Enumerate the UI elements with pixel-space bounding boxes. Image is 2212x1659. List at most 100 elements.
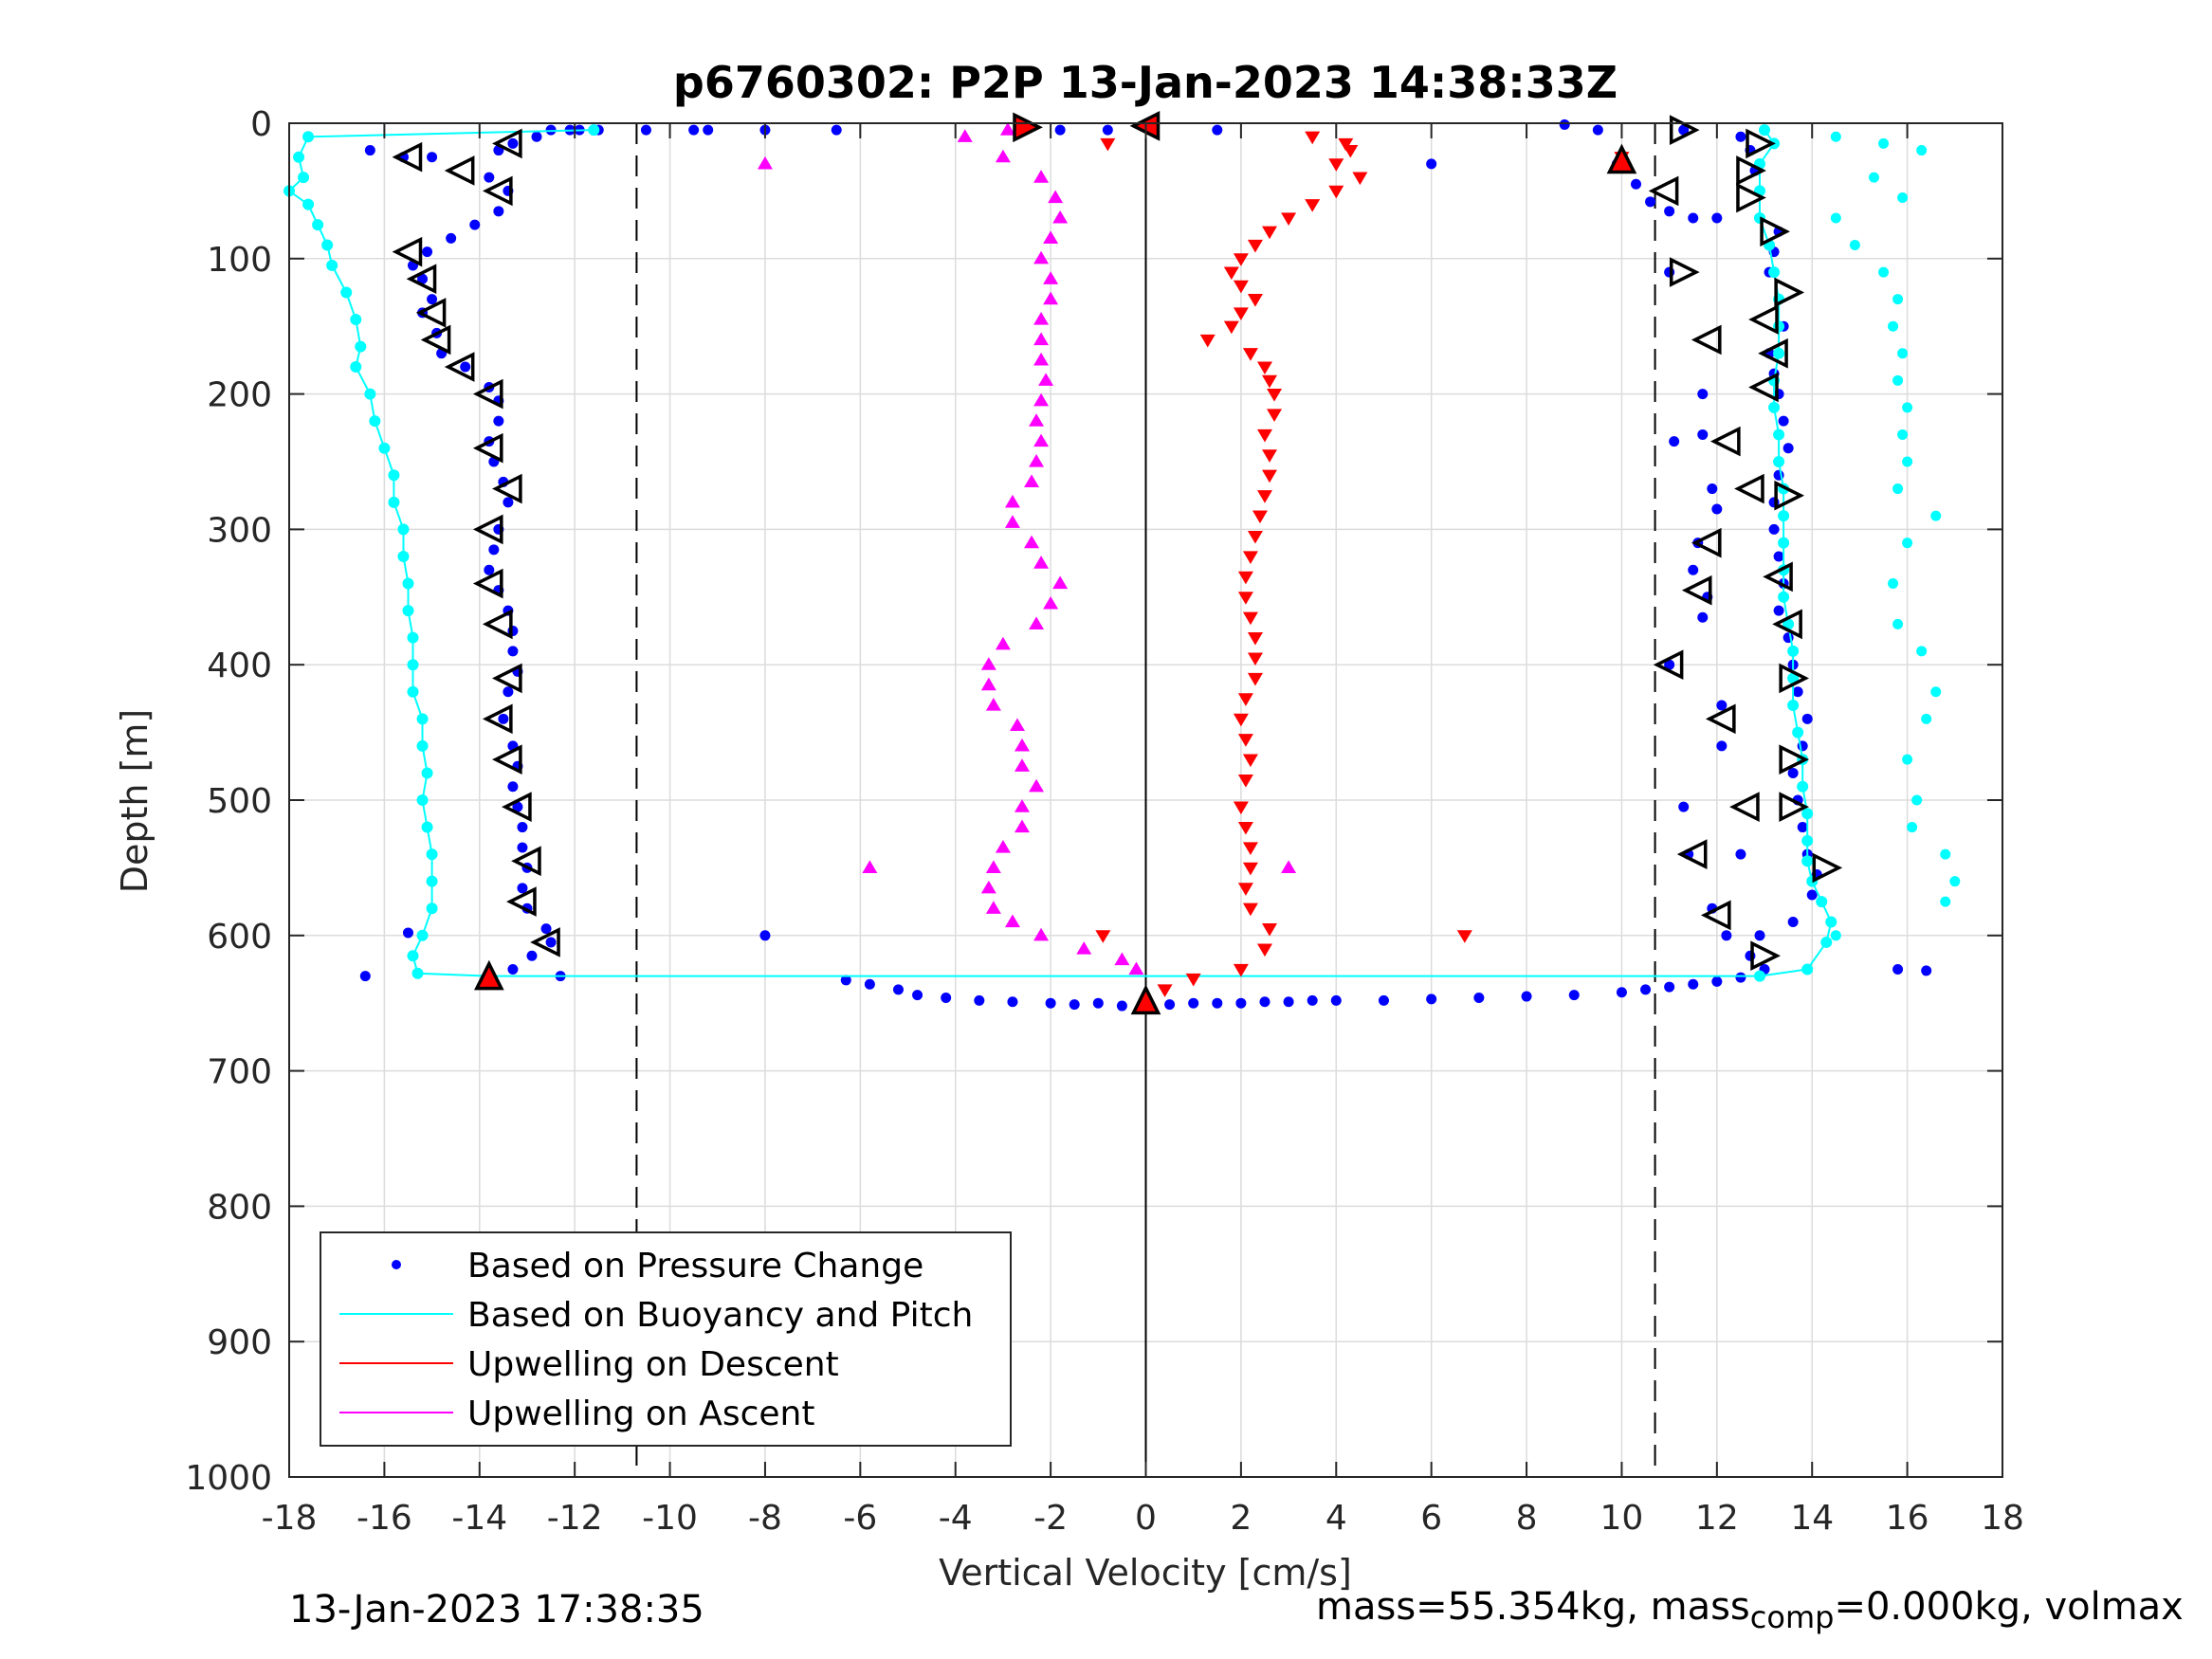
- data-point: [1267, 409, 1283, 423]
- data-point: [1256, 361, 1272, 375]
- turn-marker: [420, 324, 451, 356]
- turn-marker: [506, 886, 537, 917]
- turn-marker: [491, 744, 522, 775]
- data-point: [1830, 212, 1841, 224]
- data-point: [1897, 348, 1909, 359]
- data-point: [1033, 352, 1050, 366]
- data-point: [1768, 266, 1781, 279]
- data-point: [1916, 646, 1928, 657]
- data-point: [1095, 930, 1111, 943]
- turn-marker: [1709, 426, 1741, 457]
- footer-timestamp: 13-Jan-2023 17:38:35: [289, 1588, 704, 1632]
- data-point: [397, 523, 410, 536]
- turn-marker: [530, 927, 560, 957]
- x-tick-label: 8: [1516, 1499, 1538, 1538]
- turn-marker: [1648, 175, 1679, 207]
- data-point: [862, 860, 878, 873]
- data-point: [1247, 672, 1263, 686]
- turn-marker: [1669, 257, 1700, 287]
- data-point: [1043, 271, 1059, 284]
- data-point: [1711, 212, 1723, 224]
- data-point: [1242, 611, 1258, 626]
- x-tick-label: 2: [1230, 1499, 1252, 1538]
- data-point: [1116, 1000, 1127, 1012]
- turn-marker: [473, 959, 504, 991]
- data-point: [1778, 591, 1790, 603]
- turn-marker: [1606, 143, 1637, 174]
- turn-marker: [502, 792, 532, 822]
- data-point: [369, 415, 381, 428]
- data-point: [1305, 199, 1321, 212]
- data-point: [1697, 611, 1709, 623]
- data-point: [1048, 190, 1064, 204]
- data-point: [1773, 347, 1785, 359]
- data-point: [1305, 131, 1321, 145]
- turn-marker: [444, 352, 475, 382]
- data-point: [1223, 266, 1239, 281]
- data-point: [1940, 848, 1951, 860]
- data-point: [416, 794, 429, 806]
- data-point: [1792, 726, 1804, 738]
- turn-marker: [1772, 609, 1802, 640]
- data-point: [1568, 990, 1580, 1001]
- data-point: [545, 124, 557, 136]
- data-point: [1247, 239, 1263, 253]
- data-point: [1949, 876, 1961, 887]
- data-point: [1247, 652, 1263, 666]
- data-point: [1816, 896, 1828, 908]
- data-point: [1199, 334, 1216, 348]
- data-point: [985, 698, 1001, 711]
- series-group: [757, 122, 1297, 975]
- data-point: [1029, 778, 1045, 793]
- data-point: [1787, 700, 1800, 712]
- x-axis-label: Vertical Velocity [cm/s]: [939, 1552, 1352, 1594]
- data-point: [340, 286, 353, 299]
- legend-label: Upwelling on Descent: [467, 1345, 839, 1384]
- data-point: [985, 860, 1001, 873]
- data-point: [1378, 994, 1389, 1006]
- data-point: [1801, 834, 1814, 847]
- data-point: [503, 686, 514, 698]
- turn-marker: [1734, 473, 1764, 504]
- turn-marker: [1748, 304, 1779, 335]
- footer-mass-rest: =0.000kg, volmax: [1834, 1585, 2184, 1629]
- data-point: [540, 923, 552, 935]
- x-tick-label: -14: [451, 1499, 507, 1538]
- data-point: [402, 577, 414, 590]
- data-point: [402, 927, 413, 939]
- data-point: [488, 544, 500, 556]
- data-point: [503, 497, 514, 508]
- data-point: [1033, 250, 1050, 264]
- data-point: [507, 964, 519, 975]
- data-point: [757, 155, 773, 170]
- data-point: [892, 984, 904, 995]
- turn-marker: [472, 568, 503, 599]
- data-point: [1014, 738, 1030, 752]
- data-point: [1711, 975, 1723, 987]
- data-point: [1185, 973, 1201, 987]
- turn-marker: [472, 514, 503, 545]
- turn-marker: [1705, 703, 1736, 735]
- data-point: [1259, 996, 1271, 1008]
- data-point: [1754, 970, 1766, 982]
- data-point: [1787, 767, 1799, 778]
- data-point: [1281, 212, 1297, 226]
- data-point: [864, 978, 875, 990]
- series-group: [1830, 131, 1961, 941]
- data-point: [1242, 842, 1258, 855]
- data-point: [980, 657, 996, 670]
- data-point: [1711, 503, 1723, 515]
- data-point: [1768, 401, 1781, 413]
- data-point: [1878, 266, 1890, 278]
- data-point: [912, 990, 923, 1001]
- data-point: [1237, 571, 1253, 585]
- data-point: [493, 206, 504, 217]
- data-point: [422, 246, 433, 258]
- turn-marker: [482, 175, 513, 207]
- data-point: [416, 713, 429, 725]
- x-tick-label: -12: [547, 1499, 603, 1538]
- data-point: [1559, 118, 1570, 130]
- x-tick-label: -6: [843, 1499, 877, 1538]
- data-point: [507, 137, 519, 149]
- turn-marker: [1013, 112, 1043, 143]
